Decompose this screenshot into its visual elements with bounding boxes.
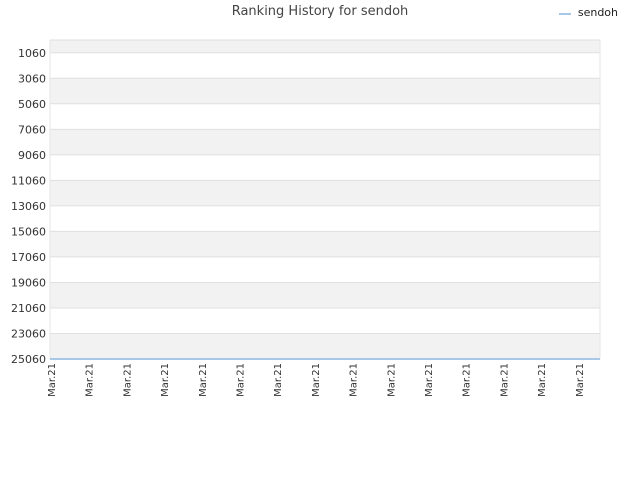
y-tick-label: 13060 [11,200,46,213]
plot-band [50,256,600,283]
y-tick-label: 21060 [11,302,46,315]
plot-band [50,205,600,232]
plot-band [50,333,600,359]
y-tick-label: 11060 [11,174,46,187]
plot-bands [50,40,600,359]
x-tick-label: Mar.21 [575,363,586,397]
y-tick-label: 9060 [18,149,46,162]
plot-band [50,180,600,206]
chart-title: Ranking History for sendoh [231,4,409,19]
y-axis: 1060 3060 5060 7060 9060 11060 13060 15060 17060… [11,47,46,366]
x-tick-label: Mar.21 [386,363,397,397]
y-tick-label: 25060 [11,353,46,366]
x-tick-label: Mar.21 [311,363,322,397]
legend-label-sendoh: sendoh [577,6,618,19]
y-tick-label: 17060 [11,251,46,264]
y-tick-label: 23060 [11,327,46,340]
y-tick-label: 15060 [11,225,46,238]
x-tick-label: Mar.21 [198,363,209,397]
x-axis: Mar.21 Mar.21 Mar.21 Mar.21 Mar.21 Mar.21 Mar.… [47,363,586,397]
x-tick-label: Mar.21 [273,363,284,397]
x-tick-label: Mar.21 [85,363,96,397]
x-tick-label: Mar.21 [47,363,58,397]
plot-band [50,52,600,79]
plot-band [50,78,600,104]
y-tick-label: 19060 [11,276,46,289]
plot-band [50,129,600,155]
x-tick-label: Mar.21 [462,363,473,397]
x-tick-label: Mar.21 [122,363,133,397]
plot-band [50,154,600,181]
x-tick-label: Mar.21 [236,363,247,397]
y-tick-label: 1060 [18,47,46,60]
x-tick-label: Mar.21 [499,363,510,397]
x-tick-label: Mar.21 [537,363,548,397]
plot-band [50,307,600,334]
plot-band [50,282,600,308]
x-tick-label: Mar.21 [424,363,435,397]
plot-band [50,231,600,257]
y-tick-label: 3060 [18,72,46,85]
y-tick-label: 7060 [18,123,46,136]
x-tick-label: Mar.21 [349,363,360,397]
plot-band [50,40,600,53]
plot-band [50,103,600,130]
legend: sendoh [558,6,618,19]
y-tick-label: 5060 [18,98,46,111]
x-tick-label: Mar.21 [160,363,171,397]
legend-swatch-sendoh [558,12,571,15]
